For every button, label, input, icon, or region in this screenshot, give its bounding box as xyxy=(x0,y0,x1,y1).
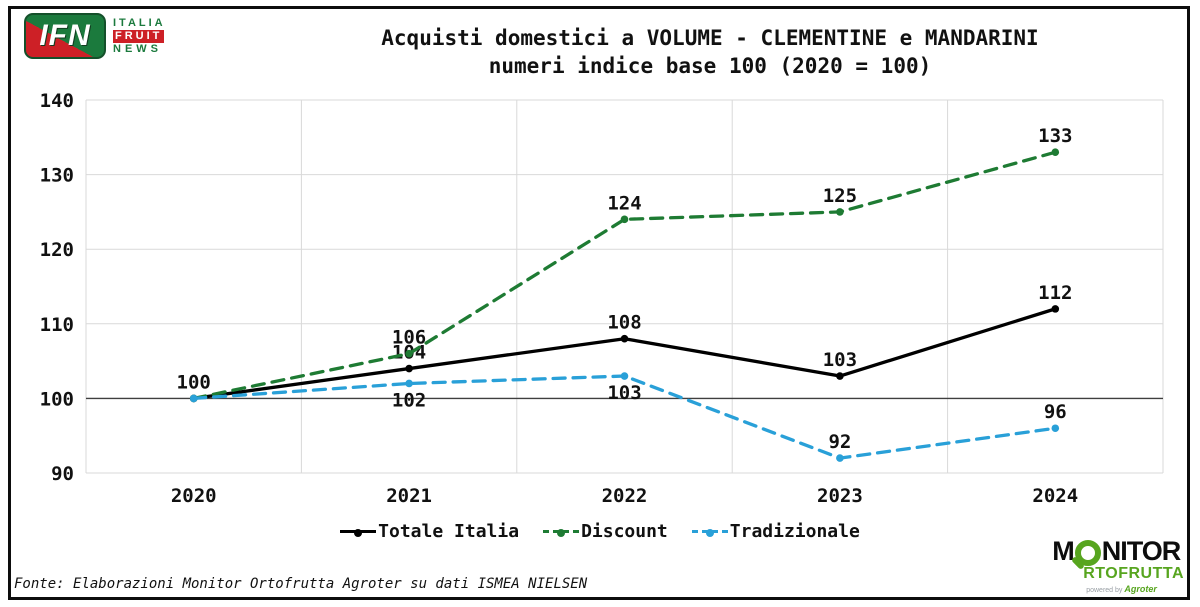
ifn-logo-wordmark: ITALIA FRUIT NEWS xyxy=(113,16,166,55)
x-tick-label: 2023 xyxy=(817,485,863,507)
chart-title: Acquisti domestici a VOLUME - CLEMENTINE… xyxy=(240,24,1180,80)
chart-title-line1: Acquisti domestici a VOLUME - CLEMENTINE… xyxy=(381,26,1039,50)
data-point-marker xyxy=(1051,305,1060,313)
x-tick-label: 2024 xyxy=(1032,485,1078,507)
chart-legend: Totale Italia Discount Tradizionale xyxy=(0,521,1200,542)
data-label: 124 xyxy=(607,192,641,214)
legend-label-discount: Discount xyxy=(581,521,668,542)
chart-title-line2: numeri indice base 100 (2020 = 100) xyxy=(488,54,932,78)
data-point-marker xyxy=(405,379,413,388)
source-note: Fonte: Elaborazioni Monitor Ortofrutta A… xyxy=(14,576,588,592)
data-label: 103 xyxy=(607,382,641,404)
ifn-logo-word-news: NEWS xyxy=(113,42,162,55)
data-point-marker xyxy=(620,215,629,224)
magnifier-icon xyxy=(1074,539,1101,566)
monitor-logo-nitor: NITOR xyxy=(1101,536,1182,566)
legend-swatch-tradizionale-icon xyxy=(691,529,728,537)
powered-by-text: powered by xyxy=(1086,587,1123,594)
data-point-marker xyxy=(620,334,629,343)
x-tick-label: 2022 xyxy=(602,485,648,507)
data-point-marker xyxy=(836,372,844,380)
y-tick-label: 130 xyxy=(40,165,74,187)
legend-label-tradizionale: Tradizionale xyxy=(729,521,860,542)
data-label: 106 xyxy=(392,327,426,349)
monitor-logo-powered-by: powered by Agroter xyxy=(1086,584,1184,595)
ifn-logo: IFN ITALIA FRUIT NEWS xyxy=(24,13,166,59)
monitor-logo-line1: M NITOR xyxy=(1052,536,1184,566)
ifn-logo-badge: IFN xyxy=(24,13,106,59)
data-label: 108 xyxy=(607,312,641,334)
series-line-discount xyxy=(192,150,1057,401)
monitor-logo-line2: RTOFRUTTA xyxy=(1083,565,1184,582)
y-tick-label: 100 xyxy=(40,388,74,410)
data-point-marker xyxy=(1051,424,1060,433)
y-tick-label: 140 xyxy=(40,90,74,112)
y-tick-label: 90 xyxy=(51,463,74,485)
ifn-logo-word-fruit: FRUIT xyxy=(113,29,165,43)
x-tick-label: 2020 xyxy=(171,485,217,507)
x-tick-label: 2021 xyxy=(386,485,432,507)
monitor-logo-m: M xyxy=(1052,536,1074,566)
monitor-ortofrutta-logo: M NITOR RTOFRUTTA powered by Agroter xyxy=(1052,536,1184,595)
data-point-marker xyxy=(1051,148,1060,157)
legend-item-discount: Discount xyxy=(543,521,668,542)
ifn-logo-acronym: IFN xyxy=(39,19,91,52)
legend-item-totale-italia: Totale Italia xyxy=(340,521,519,542)
legend-swatch-totale-icon xyxy=(340,529,377,537)
data-point-marker xyxy=(189,394,198,403)
y-tick-label: 110 xyxy=(40,314,74,336)
data-label: 103 xyxy=(823,349,857,371)
data-label: 112 xyxy=(1038,282,1072,304)
data-point-marker xyxy=(405,349,413,358)
data-point-marker xyxy=(836,454,844,462)
data-label: 125 xyxy=(823,185,857,207)
legend-label-totale: Totale Italia xyxy=(378,521,520,542)
data-label: 92 xyxy=(828,431,851,453)
agroter-brand-text: Agroter xyxy=(1124,584,1157,594)
data-label: 102 xyxy=(392,389,426,411)
data-label: 133 xyxy=(1038,125,1072,147)
legend-item-tradizionale: Tradizionale xyxy=(691,521,860,542)
y-tick-label: 120 xyxy=(40,239,74,261)
data-point-marker xyxy=(836,208,844,216)
data-point-marker xyxy=(405,364,413,373)
data-label: 100 xyxy=(177,371,211,393)
data-point-marker xyxy=(620,372,629,380)
data-label: 96 xyxy=(1044,401,1067,423)
ifn-logo-word-italia: ITALIA xyxy=(113,16,166,29)
legend-swatch-discount-icon xyxy=(543,529,580,537)
